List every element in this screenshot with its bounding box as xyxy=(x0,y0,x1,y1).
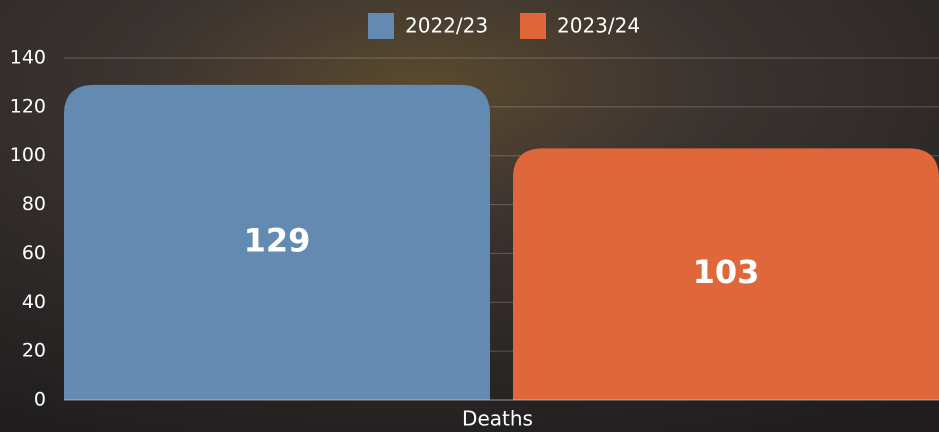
legend-swatch xyxy=(368,13,394,39)
y-tick-label: 100 xyxy=(10,144,46,166)
y-tick-label: 140 xyxy=(10,47,46,69)
legend-label: 2022/23 xyxy=(405,14,488,38)
value-label: 129 xyxy=(244,221,311,259)
y-tick-label: 80 xyxy=(22,193,46,215)
y-tick-label: 20 xyxy=(22,340,46,362)
page: {"chart_data": {"type": "bar", "categori… xyxy=(0,0,939,432)
y-tick-label: 60 xyxy=(22,242,46,264)
legend-swatch xyxy=(520,13,546,39)
legend-label: 2023/24 xyxy=(557,14,640,38)
chart: 0 20 40 60 80 100 120 140 2022/23 2023/24 129 103 De… xyxy=(0,0,939,432)
y-tick-label: 40 xyxy=(22,291,46,313)
x-tick-label: Deaths xyxy=(462,407,533,431)
y-tick-label: 120 xyxy=(10,95,46,117)
value-label: 103 xyxy=(693,253,760,291)
y-tick-label: 0 xyxy=(34,389,46,411)
